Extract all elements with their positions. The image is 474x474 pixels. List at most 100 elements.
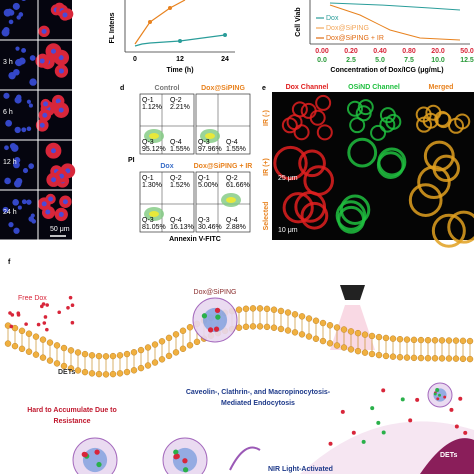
nucleus bbox=[13, 179, 22, 188]
y-axis-label: FL Intens bbox=[109, 12, 116, 43]
lipid-head bbox=[39, 336, 47, 343]
lipid-head bbox=[263, 323, 271, 331]
cell bbox=[293, 124, 310, 141]
cargo bbox=[174, 453, 180, 459]
lipid-head bbox=[186, 342, 194, 349]
lipid-head bbox=[375, 351, 383, 359]
lipid-head bbox=[361, 349, 369, 356]
quadrant-name: Q-1 bbox=[142, 175, 154, 182]
point bbox=[148, 20, 152, 24]
drug bbox=[340, 409, 345, 414]
drug bbox=[463, 430, 468, 435]
cargo bbox=[214, 307, 221, 314]
cargo bbox=[207, 327, 214, 333]
cargo bbox=[94, 449, 100, 455]
lipid-head bbox=[466, 355, 474, 363]
lipid-head bbox=[235, 306, 243, 313]
lipid-head bbox=[340, 344, 348, 351]
quadrant-name: Q-1 bbox=[198, 175, 210, 182]
lipid-head bbox=[242, 323, 250, 330]
core bbox=[202, 307, 228, 333]
cargo bbox=[96, 461, 102, 468]
lipid-head bbox=[46, 339, 54, 346]
cell bbox=[349, 117, 366, 134]
lipid-head bbox=[137, 364, 145, 372]
lipid-head bbox=[256, 305, 264, 312]
nucleus bbox=[1, 28, 10, 37]
free-dox-label: Free Dox bbox=[18, 295, 47, 302]
cell bbox=[448, 117, 465, 134]
drug bbox=[449, 407, 454, 412]
lipid-head bbox=[116, 352, 124, 359]
cargo bbox=[182, 467, 189, 473]
cargo bbox=[213, 326, 220, 332]
nucleus bbox=[18, 12, 24, 17]
lipid-head bbox=[347, 328, 355, 335]
lipid-head bbox=[319, 337, 327, 345]
drug bbox=[400, 397, 405, 402]
lipid-head bbox=[326, 340, 334, 347]
lipid-head bbox=[25, 348, 33, 355]
free-dox bbox=[45, 327, 49, 332]
free-dox bbox=[9, 324, 14, 329]
x-tick-label: 12 bbox=[176, 56, 184, 63]
free-dox bbox=[42, 321, 47, 325]
cell bbox=[273, 145, 308, 181]
drug bbox=[381, 430, 386, 435]
lipid-head bbox=[382, 334, 390, 342]
nucleus bbox=[8, 19, 14, 25]
resistance-label: Resistance bbox=[54, 418, 91, 425]
micrograph-tiles bbox=[0, 0, 76, 241]
quadrant-name: Q-4 bbox=[170, 139, 182, 146]
nucleus bbox=[14, 60, 21, 66]
nucleus bbox=[39, 122, 45, 128]
free-dox bbox=[24, 322, 28, 326]
lipid-head bbox=[431, 337, 439, 344]
nucleus bbox=[28, 103, 33, 108]
lipid-head bbox=[151, 341, 159, 348]
nucleus bbox=[58, 68, 64, 74]
nucleus bbox=[4, 145, 9, 151]
cell bbox=[309, 109, 326, 126]
nucleus bbox=[58, 55, 64, 61]
lipid-head bbox=[256, 323, 264, 330]
lipid-head bbox=[123, 350, 131, 358]
time-label: 6 h bbox=[3, 109, 13, 116]
lipid-head bbox=[459, 337, 467, 345]
lipid-head bbox=[298, 331, 306, 338]
nucleus bbox=[26, 99, 31, 104]
drug bbox=[435, 388, 440, 393]
nucleus bbox=[13, 161, 20, 169]
lipid-head bbox=[60, 344, 68, 352]
time-label: 24 h bbox=[3, 209, 17, 216]
nucleus bbox=[62, 12, 68, 18]
nucleus bbox=[28, 163, 35, 169]
lipid-head bbox=[396, 336, 404, 343]
nucleus bbox=[43, 101, 49, 107]
lipid-head bbox=[95, 352, 103, 360]
curve bbox=[134, 34, 226, 47]
nucleus bbox=[8, 221, 14, 228]
free-dox bbox=[45, 303, 49, 307]
quadrant-name: Q-3 bbox=[198, 217, 210, 224]
nucleus bbox=[9, 142, 17, 150]
lipid-head bbox=[53, 342, 61, 349]
cell bbox=[416, 116, 433, 133]
lipid-head bbox=[417, 336, 425, 344]
lipid-head bbox=[53, 360, 61, 367]
lipid-head bbox=[74, 367, 82, 374]
lipid-head bbox=[81, 350, 89, 358]
nucleus bbox=[26, 199, 32, 205]
lipid-head bbox=[410, 336, 418, 344]
cell bbox=[434, 110, 451, 127]
lipid-head bbox=[291, 311, 299, 318]
quadrant-name: Q-4 bbox=[226, 139, 238, 146]
lipid-head bbox=[158, 338, 166, 345]
x-axis-label: Concentration of Dox/ICG (μg/mL) bbox=[330, 67, 443, 74]
cell bbox=[408, 183, 443, 217]
quadrant-name: Q-3 bbox=[142, 217, 154, 224]
lipid-head bbox=[137, 346, 145, 354]
lipid-head bbox=[165, 352, 173, 360]
dets-label: DETs bbox=[58, 369, 75, 376]
lipid-head bbox=[389, 335, 397, 342]
